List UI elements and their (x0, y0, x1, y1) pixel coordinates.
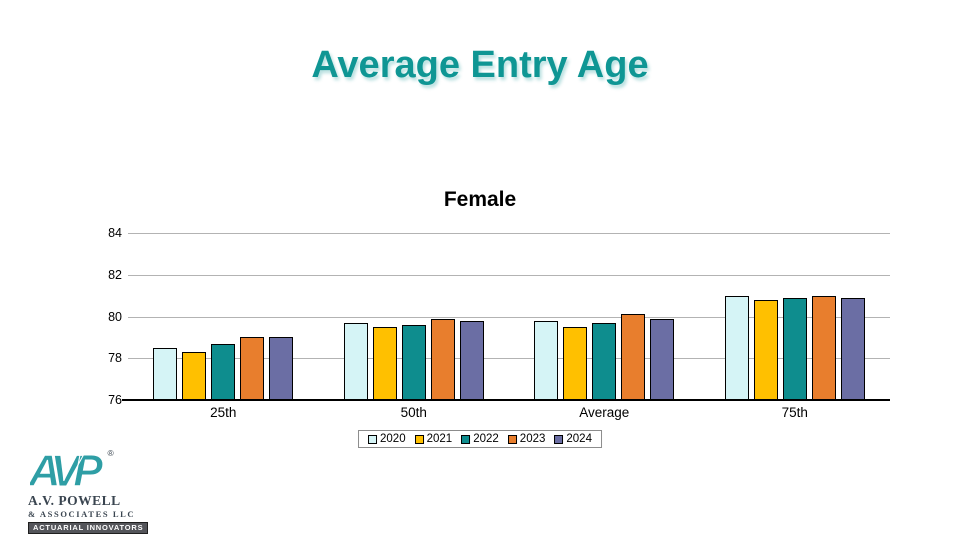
y-axis-tick-label: 80 (108, 309, 122, 324)
bar-2024-50th (459, 320, 484, 400)
bar-2020-25th (153, 347, 178, 400)
logo-company-name: A.V. POWELL (28, 493, 121, 508)
legend-label: 2023 (519, 433, 546, 445)
gridline (128, 358, 890, 360)
y-axis-tick-label: 82 (108, 267, 122, 282)
legend-swatch (461, 434, 471, 444)
legend-item-2021: 2021 (414, 433, 453, 445)
bar-2020-Average (534, 320, 559, 400)
bar-group-25th (128, 233, 319, 400)
logo-company-suffix: & ASSOCIATES LLC (28, 508, 136, 519)
registered-trademark-icon: ® (108, 448, 115, 458)
plot-area: 76 78 80 82 84 25th 50th Average 75th (108, 227, 891, 420)
bar-2022-Average (592, 322, 617, 400)
x-axis-category-label: 25th (210, 405, 237, 420)
bar-2022-50th (401, 324, 426, 400)
bar-2022-75th (782, 297, 807, 400)
gridline (128, 316, 890, 318)
bar-group-50th (319, 233, 510, 400)
legend-label: 2024 (566, 433, 592, 445)
bar-2021-75th (753, 299, 778, 400)
bar-group-Average (509, 233, 700, 400)
bar-2024-Average (650, 318, 675, 400)
bar-2020-50th (343, 322, 368, 400)
bar-2022-25th (211, 343, 236, 400)
y-axis-tick-label: 76 (108, 392, 122, 407)
bar-2024-75th (840, 297, 865, 400)
legend-item-2024: 2024 (554, 433, 592, 445)
gridline (128, 233, 890, 234)
legend-label: 2020 (380, 433, 406, 445)
y-axis-tick-label: 78 (108, 351, 122, 365)
slide-title: Average Entry Age (311, 44, 649, 86)
x-axis-category-label: 75th (781, 405, 808, 420)
logo-tagline-badge: ACTUARIAL INNOVATORS (28, 521, 149, 534)
bar-2023-25th (240, 337, 265, 400)
y-axis-tick-label: 84 (108, 225, 122, 240)
chart-title: Female (443, 188, 517, 211)
bar-2021-25th (182, 352, 207, 400)
bar-2021-Average (563, 326, 588, 400)
x-axis-line (122, 399, 890, 401)
bar-2023-75th (811, 295, 836, 400)
bar-2023-Average (621, 314, 646, 400)
legend: 2020 2021 2022 2023 2024 (358, 430, 602, 448)
legend-swatch (368, 434, 378, 444)
x-axis-category-label: Average (579, 405, 630, 420)
avp-monogram-icon: AVP ® (30, 447, 115, 493)
legend-item-2022: 2022 (461, 433, 499, 445)
legend-swatch (554, 434, 564, 444)
bar-2024-25th (269, 337, 294, 400)
bar-2023-50th (430, 318, 455, 400)
bar-2020-75th (724, 295, 749, 400)
legend-item-2020: 2020 (368, 433, 406, 445)
legend-swatch (414, 434, 424, 444)
x-axis-category-label: 50th (400, 405, 427, 420)
monogram-text: AVP (30, 447, 103, 493)
legend-label: 2021 (426, 433, 453, 445)
legend-label: 2022 (473, 433, 499, 445)
bar-2021-50th (372, 326, 397, 400)
legend-swatch (507, 434, 517, 444)
legend-item-2023: 2023 (507, 433, 546, 445)
bar-group-75th (700, 233, 891, 400)
company-logo: AVP ® A.V. POWELL & ASSOCIATES LLC ACTUA… (28, 447, 158, 534)
gridline (128, 274, 890, 276)
